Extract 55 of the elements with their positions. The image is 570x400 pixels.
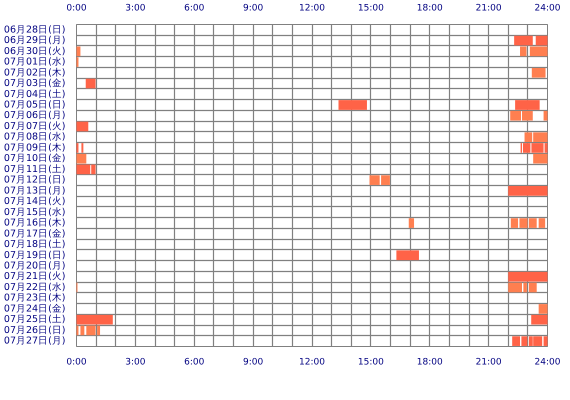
y-tick-label: 06月28日(日)	[4, 24, 66, 36]
y-tick-label: 07月10日(金)	[4, 152, 66, 164]
x-tick-label: 9:00	[243, 358, 264, 368]
x2-tick-label: 9:00	[243, 4, 264, 14]
x2-tick-label: 24:00	[534, 4, 561, 14]
x-tick-label: 21:00	[476, 358, 502, 368]
y-tick-label: 07月09日(木)	[4, 141, 66, 154]
y-tick-label: 07月15日(水)	[4, 206, 66, 218]
x2-tick-label: 12:00	[299, 4, 326, 14]
x2-tick-label: 15:00	[358, 4, 384, 14]
y-tick-label: 07月22日(水)	[4, 280, 66, 293]
x2-tick-label: 18:00	[416, 4, 443, 14]
y-tick-label: 07月18日(土)	[4, 238, 66, 250]
y-tick-label: 07月13日(月)	[4, 185, 66, 196]
y-tick-label: 07月08日(水)	[4, 130, 66, 143]
y-tick-label: 07月07日(火)	[4, 120, 66, 132]
y-tick-label: 07月17日(金)	[4, 227, 66, 240]
bar	[80, 326, 84, 336]
x-tick-label: 3:00	[125, 358, 146, 368]
bar	[530, 46, 548, 56]
y-tick-label: 07月27日(月)	[4, 336, 66, 347]
y-tick-label: 07月12日(日)	[4, 174, 66, 186]
y-tick-label: 07月06日(月)	[4, 110, 66, 122]
y-tick-label: 07月19日(日)	[4, 250, 66, 261]
bar	[544, 110, 548, 121]
y-tick-label: 07月04日(土)	[4, 88, 66, 100]
y-tick-label: 07月24日(金)	[4, 302, 66, 314]
x-tick-label: 6:00	[184, 358, 205, 368]
x2-tick-label: 21:00	[476, 4, 502, 14]
x-tick-label: 18:00	[416, 358, 443, 368]
bar	[528, 282, 537, 292]
x2-tick-label: 3:00	[125, 4, 146, 14]
bar	[533, 154, 548, 164]
y-tick-label: 07月11日(土)	[4, 162, 66, 175]
bar	[86, 326, 96, 336]
y-tick-label: 07月26日(日)	[4, 324, 66, 336]
y-tick-label: 07月02日(木)	[4, 66, 66, 78]
y-tick-label: 07月14日(火)	[4, 195, 66, 208]
y-tick-label: 07月03日(金)	[4, 77, 66, 90]
y-tick-label: 06月29日(月)	[4, 35, 66, 46]
y-tick-label: 07月01日(水)	[4, 56, 66, 68]
x-tick-label: 12:00	[299, 358, 326, 368]
y-tick-label: 07月21日(火)	[4, 270, 66, 282]
y-tick-label: 07月20日(月)	[4, 260, 66, 272]
y-tick-label: 07月16日(木)	[4, 216, 66, 229]
y-tick-label: 07月23日(木)	[4, 292, 66, 304]
x-tick-label: 15:00	[358, 358, 384, 368]
bar	[520, 46, 526, 56]
x2-tick-label: 0:00	[66, 4, 87, 14]
y-tick-label: 07月05日(日)	[4, 100, 66, 110]
x-tick-label: 24:00	[534, 358, 561, 368]
x2-tick-label: 6:00	[184, 4, 205, 14]
y-tick-label: 07月25日(土)	[4, 313, 66, 326]
y-tick-label: 06月30日(火)	[4, 44, 66, 57]
x-tick-label: 0:00	[66, 358, 87, 368]
